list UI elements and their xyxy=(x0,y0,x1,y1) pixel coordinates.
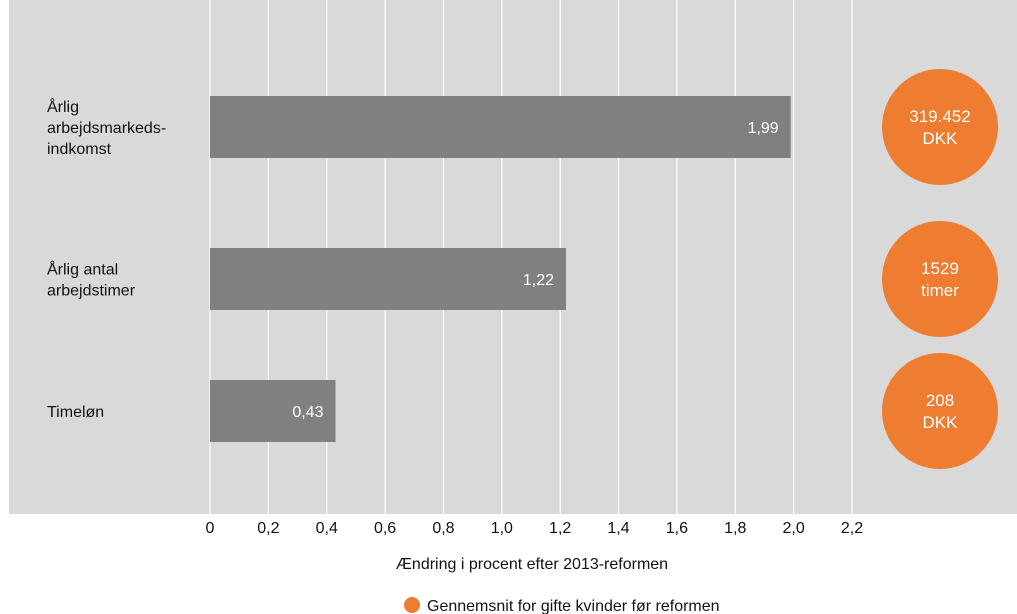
category-labels: Årlig arbejdsmarkeds-indkomst Årlig antal a… xyxy=(47,97,166,421)
bar-value-label: 1,22 xyxy=(523,272,554,289)
x-tick-label: 1,6 xyxy=(666,520,688,537)
average-circle xyxy=(882,69,998,185)
average-circle xyxy=(882,353,998,469)
legend-label: Gennemsnit for gifte kvinder før reforme… xyxy=(427,598,720,614)
x-tick-label: 0 xyxy=(206,520,215,537)
x-tick-label: 1,2 xyxy=(549,520,571,537)
x-tick-label: 1,0 xyxy=(491,520,513,537)
average-label: 319.452 DKK xyxy=(909,107,970,148)
bar xyxy=(210,248,567,310)
bars: 1,99 1,22 0,43 xyxy=(210,96,791,442)
legend-marker xyxy=(404,597,420,613)
x-tick-label: 0,4 xyxy=(316,520,338,537)
x-axis-ticks: 0 0,2 0,4 0,6 0,8 1,0 1,2 1,4 1,6 1,8 2,0 2,2 xyxy=(206,520,864,537)
x-tick-label: 0,6 xyxy=(374,520,396,537)
x-tick-label: 2,2 xyxy=(841,520,863,537)
bar-value-label: 1,99 xyxy=(748,120,779,137)
average-circle xyxy=(882,221,998,337)
average-label: 1529 timer xyxy=(921,259,959,300)
x-tick-label: 0,8 xyxy=(432,520,454,537)
x-tick-label: 1,4 xyxy=(607,520,629,537)
x-tick-label: 2,0 xyxy=(783,520,805,537)
category-label: Timeløn xyxy=(47,404,104,421)
bar xyxy=(210,380,336,442)
legend: Gennemsnit for gifte kvinder før reforme… xyxy=(404,597,720,614)
category-label: Årlig antal arbejdstimer xyxy=(47,260,136,300)
average-label: 208 DKK xyxy=(923,391,959,432)
x-tick-label: 0,2 xyxy=(257,520,279,537)
x-axis-title: Ændring i procent efter 2013-reformen xyxy=(396,556,668,573)
x-tick-label: 1,8 xyxy=(724,520,746,537)
bar xyxy=(210,96,791,158)
bar-value-label: 0,43 xyxy=(292,404,323,421)
average-circles: 319.452 DKK 1529 timer 208 DKK xyxy=(882,69,998,469)
category-label: Årlig arbejdsmarkeds-indkomst xyxy=(47,97,166,158)
